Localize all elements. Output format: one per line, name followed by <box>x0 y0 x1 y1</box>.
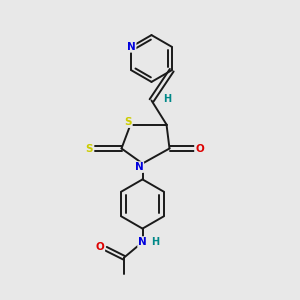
Text: H: H <box>163 94 171 104</box>
Text: N: N <box>127 42 136 52</box>
Text: N: N <box>134 162 143 172</box>
Text: O: O <box>95 242 104 252</box>
Text: H: H <box>151 237 159 247</box>
Text: N: N <box>138 237 147 247</box>
Text: O: O <box>195 143 204 154</box>
Text: S: S <box>124 117 132 127</box>
Text: S: S <box>85 143 93 154</box>
